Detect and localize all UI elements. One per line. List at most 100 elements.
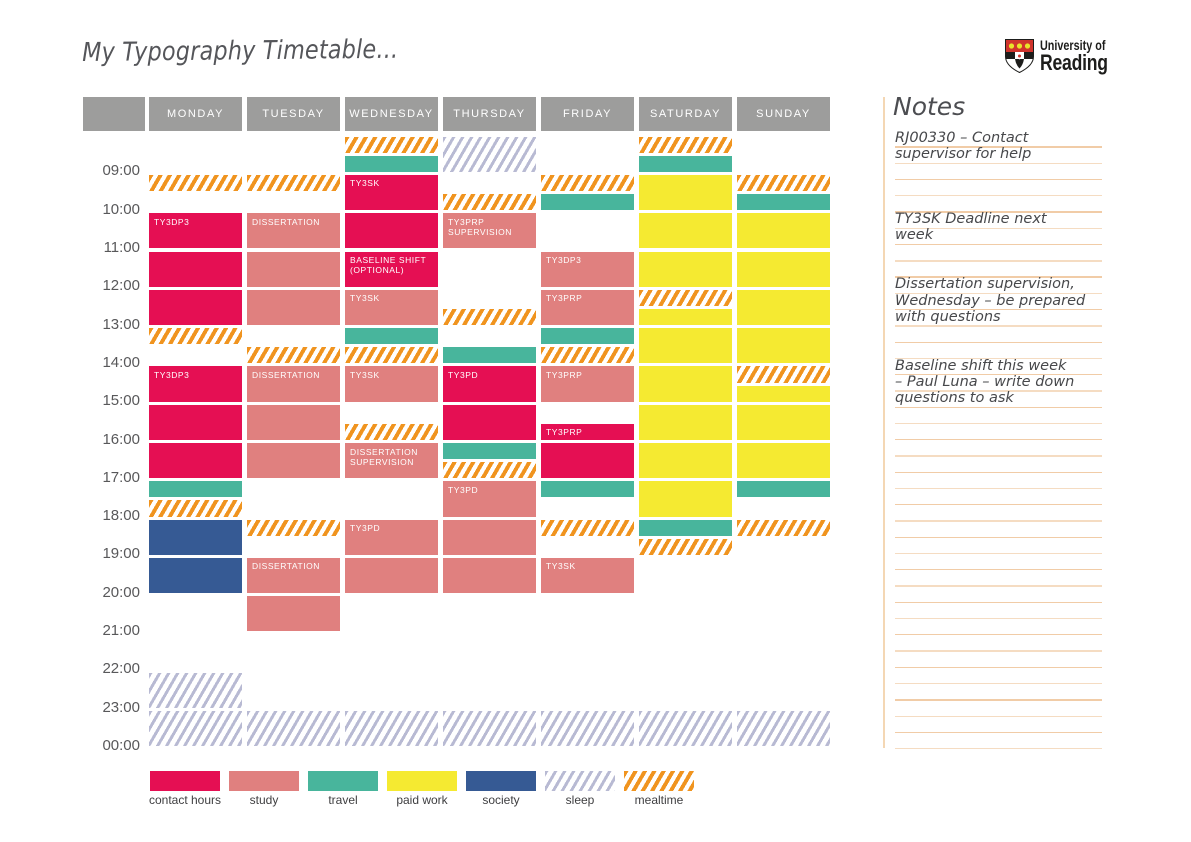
block-saturday-1100-paidwork bbox=[639, 251, 732, 287]
time-label-1000: 10:00 bbox=[102, 200, 140, 218]
block-label: DISSERTATION bbox=[252, 216, 320, 227]
block-thursday-1600-travel bbox=[443, 443, 536, 460]
block-wednesday-1300-travel bbox=[345, 328, 438, 345]
time-label-1500: 15:00 bbox=[102, 392, 140, 410]
block-sunday-1430-paidwork bbox=[737, 385, 830, 402]
block-monday-1800-society bbox=[149, 519, 242, 555]
block-label: TY3PD bbox=[448, 484, 479, 495]
note-1-line-2: supervisor for help bbox=[895, 146, 1032, 163]
note-rule bbox=[895, 569, 1102, 571]
time-label-1100: 11:00 bbox=[103, 239, 140, 256]
block-thursday-1630-mealtime bbox=[443, 462, 536, 479]
note-4-line-3: questions to ask bbox=[895, 390, 1014, 407]
block-saturday-1300-paidwork bbox=[639, 328, 732, 364]
block-saturday-0900-paidwork bbox=[639, 174, 732, 211]
block-label: TY3PRP bbox=[546, 293, 583, 304]
note-3-line-3: with questions bbox=[895, 308, 1001, 325]
day-header-thursday: THURSDAY bbox=[443, 97, 536, 131]
legend-swatch-society bbox=[466, 771, 536, 791]
block-label: TY3DP3 bbox=[154, 216, 190, 227]
time-label-1300: 13:00 bbox=[102, 315, 140, 333]
block-label: TY3SK bbox=[350, 369, 380, 380]
block-monday-2200-sleep bbox=[149, 672, 242, 709]
block-tuesday-1800-mealtime bbox=[247, 519, 340, 536]
time-label-1200: 12:00 bbox=[102, 277, 140, 295]
note-rule bbox=[895, 227, 1102, 229]
logo-reading: Reading bbox=[1040, 50, 1108, 75]
block-friday-1330-mealtime bbox=[541, 347, 634, 364]
time-label-1800: 18:00 bbox=[102, 507, 140, 525]
time-label-1900: 19:00 bbox=[102, 545, 140, 563]
block-tuesday-2300-sleep bbox=[247, 711, 340, 747]
page-title: My Typography Timetable... bbox=[82, 34, 399, 68]
block-saturday-1000-paidwork bbox=[639, 213, 732, 249]
block-sunday-1800-mealtime bbox=[737, 519, 830, 536]
block-tuesday-1000-study: DISSERTATION bbox=[247, 213, 340, 249]
note-rule bbox=[895, 292, 1102, 295]
notes-divider-line bbox=[883, 97, 885, 748]
block-sunday-1700-travel bbox=[737, 481, 830, 498]
block-thursday-1000-study: TY3PRP SUPERVISION bbox=[443, 213, 536, 249]
university-crest-icon bbox=[1005, 39, 1034, 73]
block-thursday-1500-contact bbox=[443, 404, 536, 440]
block-monday-1000-contact: TY3DP3 bbox=[149, 213, 242, 249]
block-friday-1530-contact: TY3PRP bbox=[541, 423, 634, 440]
time-label-1400: 14:00 bbox=[102, 353, 140, 371]
note-rule bbox=[895, 715, 1102, 717]
time-label-2000: 20:00 bbox=[102, 583, 140, 601]
block-monday-1600-contact bbox=[149, 443, 242, 479]
block-wednesday-1200-study: TY3SK bbox=[345, 289, 438, 326]
block-thursday-0930-mealtime bbox=[443, 194, 536, 211]
block-monday-1900-society bbox=[149, 557, 242, 594]
block-label: DISSERTATION bbox=[252, 369, 320, 380]
block-saturday-1800-travel bbox=[639, 519, 732, 536]
block-friday-1300-travel bbox=[541, 328, 634, 345]
note-2-line-2: week bbox=[895, 227, 934, 244]
block-label: TY3PD bbox=[350, 523, 381, 534]
legend-swatch-travel bbox=[308, 771, 378, 791]
block-thursday-0800-sleep bbox=[443, 136, 536, 172]
legend-label-mealtime: mealtime bbox=[634, 793, 684, 807]
block-tuesday-1200-study bbox=[247, 289, 340, 326]
note-rule bbox=[895, 439, 1102, 441]
note-rule bbox=[895, 195, 1102, 197]
block-wednesday-1800-study: TY3PD bbox=[345, 519, 438, 555]
block-thursday-1330-travel bbox=[443, 347, 536, 364]
note-rule bbox=[895, 162, 1102, 164]
time-label-2200: 22:00 bbox=[102, 660, 140, 678]
block-label: TY3PD bbox=[448, 369, 479, 380]
note-4-line-1: Baseline shift this week bbox=[895, 357, 1067, 374]
block-friday-1600-contact bbox=[541, 443, 634, 479]
block-tuesday-1100-study bbox=[247, 251, 340, 287]
block-sunday-1500-paidwork bbox=[737, 404, 830, 440]
time-label-1600: 16:00 bbox=[102, 430, 140, 448]
note-rule bbox=[895, 666, 1102, 669]
block-saturday-1600-paidwork bbox=[639, 443, 732, 479]
time-label-2100: 21:00 bbox=[102, 622, 140, 639]
block-label: BASELINE SHIFT (OPTIONAL) bbox=[350, 255, 427, 275]
note-4-line-2: – Paul Luna – write down bbox=[895, 373, 1075, 390]
block-friday-1400-study: TY3PRP bbox=[541, 366, 634, 402]
note-rule bbox=[895, 471, 1102, 473]
note-rule bbox=[895, 487, 1102, 490]
block-label: DISSERTATION bbox=[252, 561, 320, 572]
note-rule bbox=[895, 455, 1102, 457]
block-sunday-1400-mealtime bbox=[737, 366, 830, 383]
block-monday-1500-contact bbox=[149, 404, 242, 440]
note-rule bbox=[895, 617, 1102, 620]
time-label-1700: 17:00 bbox=[102, 468, 140, 486]
note-3-line-2: Wednesday – be prepared bbox=[895, 292, 1086, 309]
day-header-friday: FRIDAY bbox=[541, 97, 634, 131]
logo-university-of: University of bbox=[1040, 38, 1106, 53]
note-rule bbox=[895, 243, 1102, 246]
block-thursday-1700-study: TY3PD bbox=[443, 481, 536, 517]
block-friday-1700-travel bbox=[541, 481, 634, 498]
note-rule bbox=[895, 325, 1102, 327]
block-friday-2300-sleep bbox=[541, 711, 634, 747]
block-label: TY3SK bbox=[350, 178, 380, 189]
block-friday-1200-study: TY3PRP bbox=[541, 289, 634, 326]
notes-heading: Notes bbox=[893, 92, 966, 121]
block-saturday-1200-mealtime bbox=[639, 289, 732, 306]
block-wednesday-1330-mealtime bbox=[345, 347, 438, 364]
block-monday-1730-mealtime bbox=[149, 500, 242, 517]
